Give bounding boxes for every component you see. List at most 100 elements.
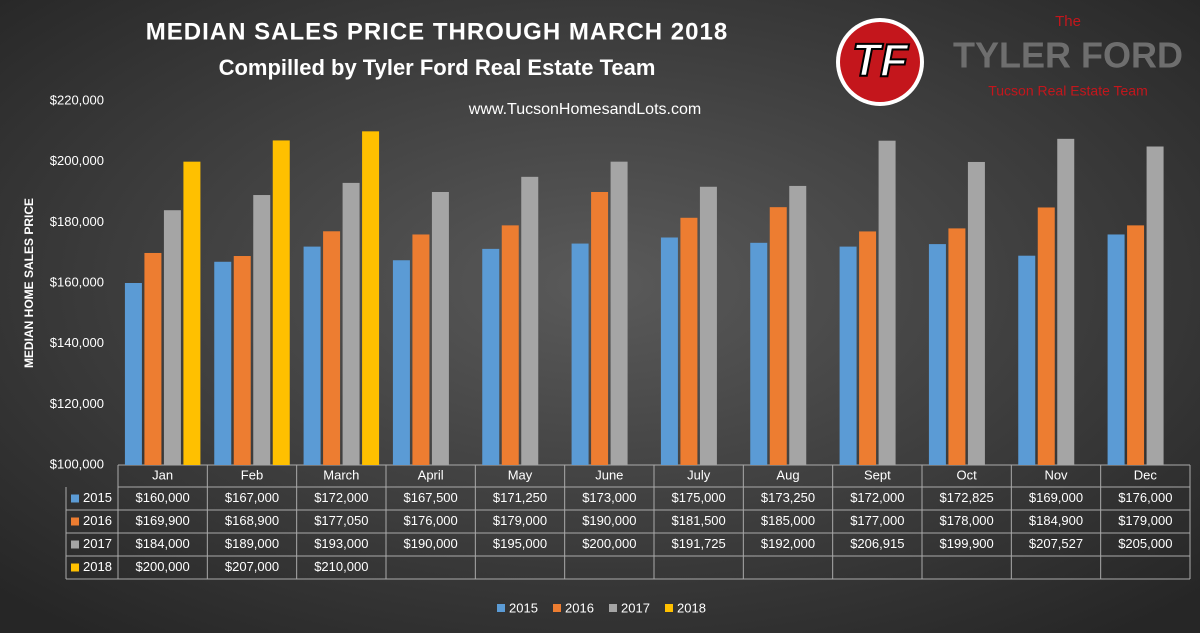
table-cell: $160,000 xyxy=(136,490,190,505)
table-cell: $189,000 xyxy=(225,536,279,551)
table-cell: $181,500 xyxy=(672,513,726,528)
bar xyxy=(1146,146,1164,465)
chart-title: MEDIAN SALES PRICE THROUGH MARCH 2018 xyxy=(146,18,728,45)
table-swatch xyxy=(71,494,79,503)
bar xyxy=(272,140,290,465)
bar xyxy=(342,182,360,465)
x-tick-label: Dec xyxy=(1134,467,1158,482)
table-cell: $185,000 xyxy=(761,513,815,528)
table-cell: $207,527 xyxy=(1029,536,1083,551)
x-tick-label: Feb xyxy=(241,467,263,482)
table-cell: $184,000 xyxy=(136,536,190,551)
bar xyxy=(591,192,609,465)
bar xyxy=(253,195,271,466)
table-swatch xyxy=(71,540,79,549)
table-cell: $195,000 xyxy=(493,536,547,551)
y-tick-label: $100,000 xyxy=(50,456,104,471)
bar xyxy=(521,176,539,466)
bar xyxy=(660,237,678,465)
bar xyxy=(482,248,500,465)
table-cell: $177,050 xyxy=(314,513,368,528)
table-cell: $172,825 xyxy=(940,490,994,505)
bar xyxy=(878,140,896,465)
logo-tagline: Tucson Real Estate Team xyxy=(988,83,1148,99)
bar xyxy=(948,228,966,465)
bar xyxy=(680,217,698,465)
x-tick-label: June xyxy=(595,467,623,482)
x-tick-label: Jan xyxy=(152,467,173,482)
y-tick-label: $140,000 xyxy=(50,335,104,350)
logo: TF The TYLER FORD Tucson Real Estate Tea… xyxy=(836,13,1183,106)
bar xyxy=(163,210,181,465)
x-tick-label: April xyxy=(418,467,444,482)
table-cell: $171,250 xyxy=(493,490,547,505)
table-cell: $199,900 xyxy=(940,536,994,551)
logo-name: TYLER FORD xyxy=(953,35,1183,76)
bar xyxy=(1037,207,1055,465)
x-tick-label: Oct xyxy=(957,467,978,482)
bar xyxy=(610,161,628,465)
table-swatch xyxy=(71,517,79,526)
bar xyxy=(412,234,430,465)
bar xyxy=(571,243,589,465)
table-cell: $210,000 xyxy=(314,559,368,574)
table-cell: $168,900 xyxy=(225,513,279,528)
table-cell: $173,250 xyxy=(761,490,815,505)
table-cell: $206,915 xyxy=(850,536,904,551)
bar xyxy=(233,256,251,465)
y-tick-label: $160,000 xyxy=(50,274,104,289)
y-tick-label: $120,000 xyxy=(50,396,104,411)
table-cell: $178,000 xyxy=(940,513,994,528)
table-cell: $172,000 xyxy=(850,490,904,505)
x-tick-label: May xyxy=(508,467,533,482)
table-cell: $190,000 xyxy=(404,536,458,551)
y-tick-label: $200,000 xyxy=(50,153,104,168)
table-cell: $169,000 xyxy=(1029,490,1083,505)
bar xyxy=(769,207,787,465)
legend-label: 2015 xyxy=(509,600,538,615)
logo-initials: TF xyxy=(852,34,910,86)
table-cell: $176,000 xyxy=(1118,490,1172,505)
bar xyxy=(1057,138,1075,465)
x-tick-label: March xyxy=(323,467,359,482)
bar xyxy=(699,186,717,465)
legend-label: 2018 xyxy=(677,600,706,615)
y-tick-label: $220,000 xyxy=(50,92,104,107)
bar xyxy=(789,185,807,465)
table-row-label: 2017 xyxy=(83,536,112,551)
table-cell: $172,000 xyxy=(314,490,368,505)
logo-circle xyxy=(840,22,920,102)
legend-label: 2016 xyxy=(565,600,594,615)
x-tick-label: July xyxy=(687,467,711,482)
table-cell: $190,000 xyxy=(582,513,636,528)
chart-subtitle: Compilled by Tyler Ford Real Estate Team xyxy=(219,55,656,80)
table-cell: $193,000 xyxy=(314,536,368,551)
table-cell: $192,000 xyxy=(761,536,815,551)
bar xyxy=(1018,255,1036,465)
table-cell: $179,000 xyxy=(493,513,547,528)
bar xyxy=(750,242,768,465)
x-tick-label: Nov xyxy=(1044,467,1068,482)
bar xyxy=(323,231,341,465)
bar xyxy=(928,244,946,465)
table-cell: $175,000 xyxy=(672,490,726,505)
y-axis-label: MEDIAN HOME SALES PRICE xyxy=(22,198,36,368)
table-cell: $167,000 xyxy=(225,490,279,505)
bar xyxy=(303,246,321,465)
bar xyxy=(431,192,449,465)
table-row-label: 2015 xyxy=(83,490,112,505)
legend-label: 2017 xyxy=(621,600,650,615)
bar xyxy=(362,131,380,466)
bar xyxy=(501,225,519,465)
bar xyxy=(392,260,410,465)
table-cell: $179,000 xyxy=(1118,513,1172,528)
table-cell: $177,000 xyxy=(850,513,904,528)
table-cell: $205,000 xyxy=(1118,536,1172,551)
table-swatch xyxy=(71,563,79,572)
website: www.TucsonHomesandLots.com xyxy=(468,101,701,118)
table-cell: $207,000 xyxy=(225,559,279,574)
legend-swatch xyxy=(665,604,673,612)
table-cell: $173,000 xyxy=(582,490,636,505)
bar xyxy=(124,283,142,465)
